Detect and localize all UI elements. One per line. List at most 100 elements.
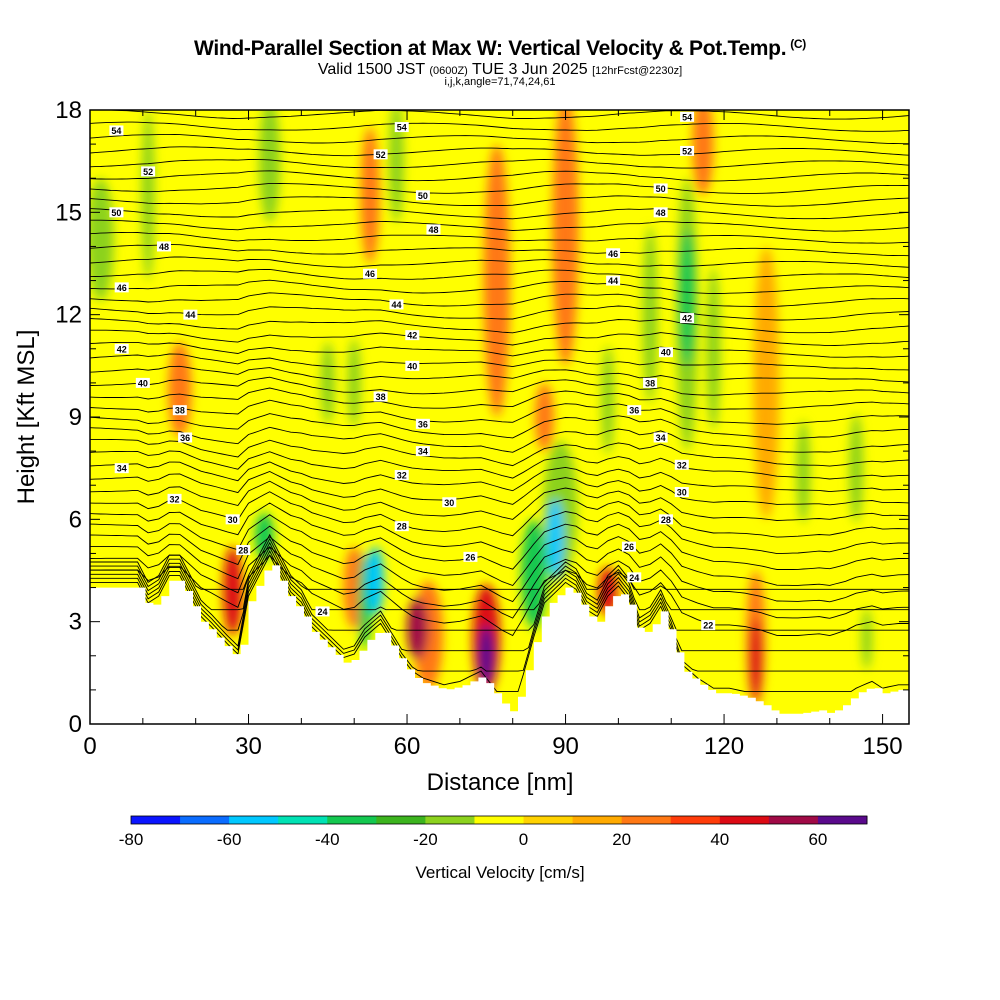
theta-contour [90, 268, 909, 281]
colorbar-swatch [474, 816, 525, 824]
velocity-cell [678, 229, 696, 366]
contour-label: 44 [391, 300, 401, 310]
contour-label: 38 [645, 378, 655, 388]
theta-contour [90, 341, 909, 358]
theta-contour [90, 438, 909, 467]
theta-contour [90, 121, 909, 132]
velocity-cell [141, 110, 155, 281]
contour-label-bg [363, 268, 378, 279]
contour-label-bg [225, 514, 240, 525]
contour-label: 46 [117, 283, 127, 293]
velocity-field [90, 110, 873, 707]
contour-label: 46 [608, 249, 618, 259]
chart-title-text: Wind-Parallel Section at Max W: Vertical… [194, 37, 787, 60]
contour-label-bg [680, 313, 695, 324]
contour-label-bg [415, 190, 430, 201]
colorbar-tick-label: -60 [217, 830, 242, 849]
y-tick-label: 9 [69, 404, 82, 431]
velocity-cell [259, 110, 281, 223]
contour-label: 54 [111, 126, 121, 136]
contour-label: 24 [317, 607, 327, 617]
contour-label: 54 [397, 123, 407, 133]
contour-label: 50 [656, 184, 666, 194]
contour-label-bg [114, 343, 129, 354]
colorbar-frame [130, 815, 868, 825]
x-tick-label: 60 [394, 733, 421, 760]
velocity-cell [601, 345, 615, 455]
subtitle-valid: Valid 1500 JST [317, 61, 425, 78]
theta-contour [90, 399, 909, 425]
colorbar-swatch [180, 816, 230, 824]
contour-label: 54 [682, 112, 692, 122]
terrain-mask [90, 565, 909, 724]
contour-label-bg [394, 122, 409, 133]
contour-label: 44 [608, 276, 618, 286]
colorbar-tick-label: 60 [808, 830, 827, 849]
theta-contour [90, 471, 909, 506]
theta-contour [90, 133, 909, 145]
contour-label: 30 [444, 498, 454, 508]
theta-contour [90, 387, 909, 410]
velocity-cell [796, 420, 811, 523]
y-tick-label: 12 [55, 302, 82, 329]
contour-label: 48 [656, 208, 666, 218]
contour-label: 34 [117, 464, 127, 474]
contour-label: 32 [170, 494, 180, 504]
contour-label-bg [674, 459, 689, 470]
contour-label: 32 [397, 470, 407, 480]
theta-contour [90, 182, 909, 194]
contour-label: 52 [143, 167, 153, 177]
x-tick-label: 0 [83, 733, 96, 760]
theta-contour [90, 554, 909, 637]
theta-contour [90, 231, 909, 244]
velocity-cell [366, 546, 384, 615]
contour-label-bg [643, 377, 658, 388]
contour-label: 42 [407, 331, 417, 341]
theta-contour [90, 365, 909, 383]
contour-label: 50 [111, 208, 121, 218]
theta-contour [90, 279, 909, 294]
colorbar-tick-label: -40 [315, 830, 340, 849]
theta-contour [90, 219, 909, 232]
theta-contour [90, 292, 909, 307]
theta-contour [90, 208, 909, 220]
theta-contour [90, 256, 909, 268]
velocity-cell [861, 608, 873, 670]
theta-contour [90, 318, 909, 334]
theta-contour [90, 159, 909, 169]
theta-contour [90, 525, 909, 587]
contour-label: 44 [185, 310, 195, 320]
contour-label: 22 [703, 621, 713, 631]
contour-label-bg [373, 391, 388, 402]
x-axis: 0 30 60 90 120 150 [83, 110, 903, 760]
contour-label-bg [405, 360, 420, 371]
x-tick-label: 120 [704, 733, 744, 760]
contour-label-bg [373, 149, 388, 160]
velocity-cell [90, 178, 114, 302]
theta-contour [90, 461, 909, 493]
velocity-cell [483, 144, 511, 418]
theta-contour [90, 353, 909, 371]
theta-contour [90, 541, 909, 631]
contour-label: 36 [629, 406, 639, 416]
contour-label: 40 [661, 348, 671, 358]
contour-label-bg [415, 418, 430, 429]
chart-subtitle: Valid 1500 JST (0600Z) TUE 3 Jun 2025 [1… [0, 61, 1000, 79]
theta-contour [90, 546, 909, 619]
contour-label: 52 [682, 146, 692, 156]
theta-contour-labels: 54 52 50 48 46 44 42 40 38 36 34 32 30 28 24 54 52 50 48 46… [109, 111, 716, 631]
colorbar-swatch [621, 816, 672, 824]
contour-label: 26 [465, 552, 475, 562]
colorbar-swatch [817, 816, 868, 824]
contour-label: 42 [117, 344, 127, 354]
velocity-cell [168, 341, 192, 438]
contour-label-bg [621, 541, 636, 552]
subtitle-utc: (0600Z) [429, 65, 468, 77]
contour-label: 36 [180, 433, 190, 443]
velocity-cell [320, 341, 335, 424]
colorbar-tick-label: 20 [612, 830, 631, 849]
velocity-cell [407, 597, 429, 660]
contour-label-bg [463, 551, 478, 562]
theta-contour [90, 195, 909, 207]
